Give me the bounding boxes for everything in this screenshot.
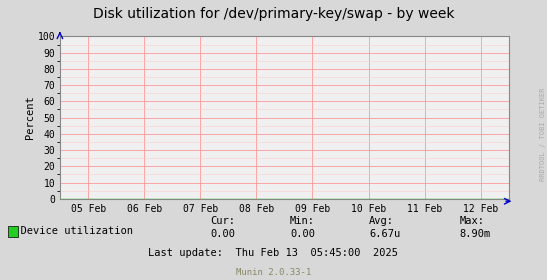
Text: Device utilization: Device utilization [8,226,133,236]
Y-axis label: Percent: Percent [25,96,35,139]
Text: Cur:: Cur: [211,216,236,226]
Text: Min:: Min: [290,216,315,226]
Text: Munin 2.0.33-1: Munin 2.0.33-1 [236,268,311,277]
Text: Last update:  Thu Feb 13  05:45:00  2025: Last update: Thu Feb 13 05:45:00 2025 [148,248,399,258]
Text: 6.67u: 6.67u [369,228,400,239]
Text: 0.00: 0.00 [290,228,315,239]
Text: RRDTOOL / TOBI OETIKER: RRDTOOL / TOBI OETIKER [540,88,546,181]
Text: 0.00: 0.00 [211,228,236,239]
Text: Max:: Max: [459,216,485,226]
Text: 8.90m: 8.90m [459,228,491,239]
Text: Avg:: Avg: [369,216,394,226]
Text: Disk utilization for /dev/primary-key/swap - by week: Disk utilization for /dev/primary-key/sw… [93,7,454,21]
